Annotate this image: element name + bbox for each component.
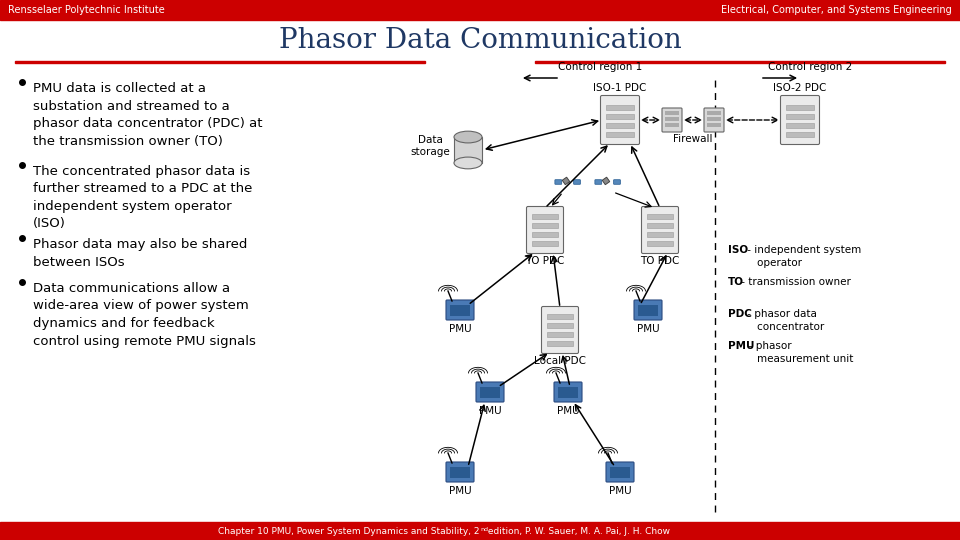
- Text: Phasor Data Communication: Phasor Data Communication: [278, 26, 682, 53]
- Text: PMU: PMU: [557, 406, 579, 416]
- Text: Local PDC: Local PDC: [534, 356, 586, 366]
- Bar: [606, 132, 634, 137]
- Text: nd: nd: [480, 527, 488, 532]
- FancyBboxPatch shape: [613, 180, 620, 184]
- FancyBboxPatch shape: [476, 382, 504, 402]
- Text: Rensselaer Polytechnic Institute: Rensselaer Polytechnic Institute: [8, 5, 165, 15]
- Bar: [665, 117, 679, 121]
- Text: Phasor data may also be shared
between ISOs: Phasor data may also be shared between I…: [33, 238, 248, 268]
- Bar: [647, 241, 673, 246]
- Ellipse shape: [454, 157, 482, 169]
- Bar: [563, 177, 569, 185]
- Text: PDC: PDC: [728, 309, 752, 319]
- Bar: [0, 0, 960, 20]
- Text: PMU: PMU: [609, 486, 632, 496]
- Text: TO PDC: TO PDC: [525, 256, 564, 266]
- FancyBboxPatch shape: [601, 96, 639, 145]
- Text: Electrical, Computer, and Systems Engineering: Electrical, Computer, and Systems Engine…: [721, 5, 952, 15]
- Bar: [610, 467, 630, 478]
- Text: Control region 1: Control region 1: [558, 62, 642, 72]
- Text: Data communications allow a
wide-area view of power system
dynamics and for feed: Data communications allow a wide-area vi…: [33, 282, 256, 348]
- FancyBboxPatch shape: [541, 307, 579, 354]
- Bar: [647, 223, 673, 228]
- Text: TO: TO: [728, 277, 744, 287]
- Text: PMU: PMU: [479, 406, 501, 416]
- Text: Control region 2: Control region 2: [768, 62, 852, 72]
- Text: PMU: PMU: [448, 486, 471, 496]
- FancyBboxPatch shape: [641, 206, 679, 253]
- Text: ISO-1 PDC: ISO-1 PDC: [593, 83, 647, 93]
- Bar: [532, 241, 558, 246]
- Bar: [647, 232, 673, 237]
- Bar: [647, 214, 673, 219]
- Text: - phasor data
    concentrator: - phasor data concentrator: [744, 309, 824, 332]
- Bar: [480, 387, 500, 398]
- FancyBboxPatch shape: [704, 108, 724, 132]
- Text: The concentrated phasor data is
further streamed to a PDC at the
independent sys: The concentrated phasor data is further …: [33, 165, 252, 231]
- Bar: [786, 123, 814, 128]
- Bar: [707, 117, 721, 121]
- Bar: [786, 132, 814, 137]
- Text: ISO: ISO: [728, 245, 748, 255]
- Text: Data
storage: Data storage: [410, 135, 450, 157]
- Text: ISO-2 PDC: ISO-2 PDC: [774, 83, 827, 93]
- Text: - transmission owner: - transmission owner: [738, 277, 852, 287]
- Bar: [450, 305, 470, 316]
- Bar: [665, 111, 679, 115]
- Bar: [606, 123, 634, 128]
- FancyBboxPatch shape: [446, 462, 474, 482]
- Text: TO PDC: TO PDC: [640, 256, 680, 266]
- FancyBboxPatch shape: [595, 180, 602, 184]
- Text: edition, P. W. Sauer, M. A. Pai, J. H. Chow: edition, P. W. Sauer, M. A. Pai, J. H. C…: [485, 526, 670, 536]
- Text: Firewall: Firewall: [673, 134, 712, 144]
- Bar: [606, 114, 634, 119]
- FancyBboxPatch shape: [662, 108, 682, 132]
- FancyBboxPatch shape: [606, 462, 634, 482]
- Bar: [707, 123, 721, 127]
- Text: PMU: PMU: [728, 341, 755, 351]
- FancyBboxPatch shape: [555, 180, 562, 184]
- Bar: [0, 522, 960, 540]
- Bar: [558, 387, 578, 398]
- Bar: [547, 323, 573, 328]
- Bar: [532, 223, 558, 228]
- Bar: [638, 305, 658, 316]
- FancyBboxPatch shape: [634, 300, 662, 320]
- Text: PMU: PMU: [636, 324, 660, 334]
- FancyBboxPatch shape: [446, 300, 474, 320]
- FancyBboxPatch shape: [780, 96, 820, 145]
- Bar: [450, 467, 470, 478]
- Text: Chapter 10 PMU, Power System Dynamics and Stability, 2: Chapter 10 PMU, Power System Dynamics an…: [219, 526, 480, 536]
- Bar: [547, 314, 573, 319]
- Bar: [547, 332, 573, 337]
- Bar: [786, 105, 814, 110]
- Bar: [535, 60, 945, 63]
- Bar: [707, 111, 721, 115]
- Bar: [532, 232, 558, 237]
- Bar: [665, 123, 679, 127]
- Bar: [15, 60, 425, 63]
- Bar: [454, 137, 482, 163]
- FancyBboxPatch shape: [554, 382, 582, 402]
- Ellipse shape: [454, 131, 482, 143]
- Text: PMU data is collected at a
substation and streamed to a
phasor data concentrator: PMU data is collected at a substation an…: [33, 82, 262, 147]
- Text: – phasor
    measurement unit: – phasor measurement unit: [744, 341, 853, 364]
- FancyBboxPatch shape: [574, 180, 581, 184]
- FancyBboxPatch shape: [526, 206, 564, 253]
- Text: - independent system
    operator: - independent system operator: [744, 245, 861, 268]
- Bar: [786, 114, 814, 119]
- Bar: [532, 214, 558, 219]
- Bar: [547, 341, 573, 346]
- Text: PMU: PMU: [448, 324, 471, 334]
- Bar: [602, 177, 610, 185]
- Bar: [606, 105, 634, 110]
